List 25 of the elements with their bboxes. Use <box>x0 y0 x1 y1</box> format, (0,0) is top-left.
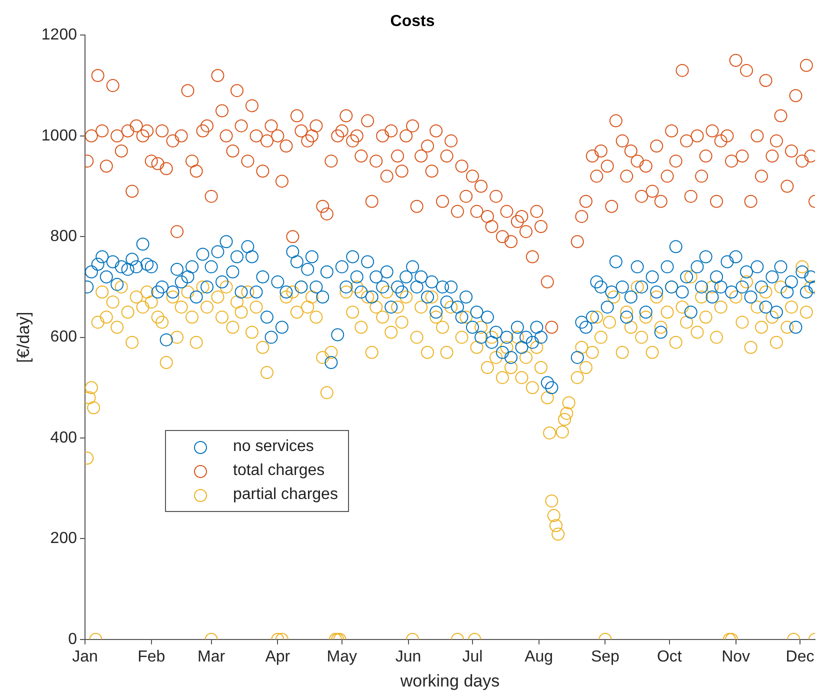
y-tick-label: 0 <box>68 630 78 648</box>
x-tick-label: May <box>326 648 358 666</box>
x-axis-title: working days <box>399 671 500 690</box>
y-axis-title: [€/day] <box>14 312 33 363</box>
x-tick-label: Dec <box>786 648 814 666</box>
x-tick-label: Jan <box>72 648 98 666</box>
x-tick-label: Jul <box>462 648 483 666</box>
legend-label: total charges <box>233 462 325 480</box>
legend-label: no services <box>233 438 314 456</box>
x-tick-label: Oct <box>656 648 682 666</box>
x-tick-label: Nov <box>722 648 750 666</box>
y-tick-label: 1200 <box>41 26 78 44</box>
x-tick-label: Mar <box>198 648 226 666</box>
y-tick-label: 400 <box>50 429 78 446</box>
y-tick-label: 600 <box>50 328 78 346</box>
x-tick-label: Aug <box>524 648 554 666</box>
x-tick-label: Apr <box>265 648 291 666</box>
y-tick-label: 1000 <box>41 127 78 144</box>
x-tick-label: Sep <box>590 648 620 666</box>
x-tick-label: Feb <box>138 648 166 666</box>
legend-label: partial charges <box>233 486 338 504</box>
y-tick-label: 200 <box>50 530 78 548</box>
y-tick-label: 800 <box>50 228 78 246</box>
x-tick-label: Jun <box>395 648 422 666</box>
chart-title: Costs <box>390 13 435 30</box>
